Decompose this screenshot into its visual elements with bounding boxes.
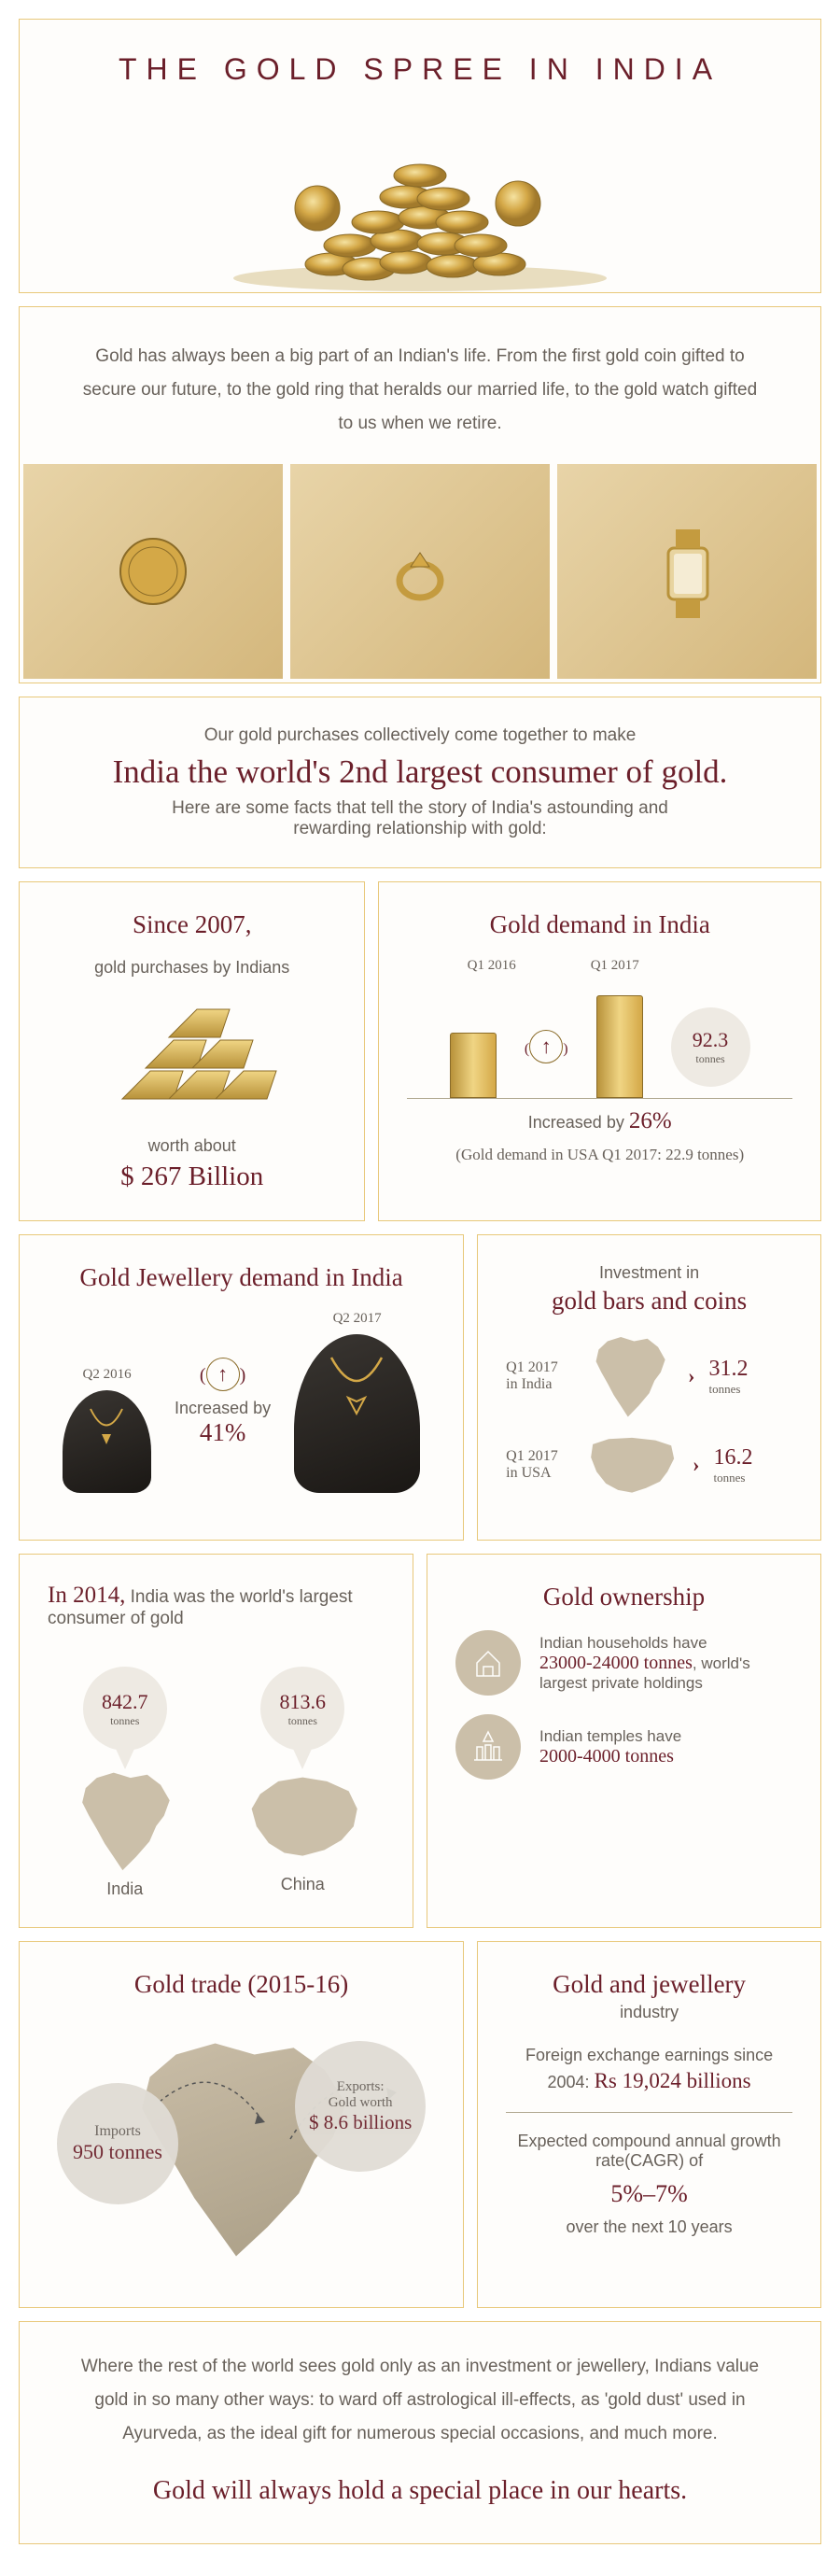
demand-bar-2 xyxy=(596,995,643,1098)
house-icon xyxy=(455,1630,521,1696)
card-ownership: Gold ownership Indian households have 23… xyxy=(427,1554,821,1928)
jewellery-increase-pre: Increased by xyxy=(175,1399,271,1418)
trade-map: Imports 950 tonnes Exports: Gold worth $… xyxy=(48,2018,435,2279)
intro-section: Gold has always been a big part of an In… xyxy=(19,306,821,683)
demand-circle-unit: tonnes xyxy=(695,1052,724,1066)
jewellery-q1-label: Q2 2016 xyxy=(63,1367,151,1383)
trade-title: Gold trade (2015-16) xyxy=(48,1970,435,1999)
industry-sub: industry xyxy=(506,2003,792,2022)
photo-ring xyxy=(290,464,550,679)
invest-pre: Investment in xyxy=(506,1263,792,1283)
since-title: Since 2007, xyxy=(48,910,336,939)
ownership-title: Gold ownership xyxy=(455,1583,792,1612)
invest-india-value: 31.2 xyxy=(708,1357,748,1382)
since-worth-label: worth about xyxy=(48,1136,336,1156)
since-value: $ 267 Billion xyxy=(48,1161,336,1192)
row-2: Gold Jewellery demand in India Q2 2016 (… xyxy=(19,1234,821,1554)
coin-pile-image xyxy=(48,106,792,292)
usa-map-icon xyxy=(585,1432,679,1498)
since-sub: gold purchases by Indians xyxy=(48,958,336,978)
closing-section: Where the rest of the world sees gold on… xyxy=(19,2321,821,2543)
demand-title: Gold demand in India xyxy=(407,910,792,939)
demand-q2-label: Q1 2017 xyxy=(591,958,639,974)
headline-post1: Here are some facts that tell the story … xyxy=(66,798,774,819)
up-arrow-icon: ↑ xyxy=(529,1030,563,1063)
invest-usa-value: 16.2 xyxy=(713,1445,752,1471)
row-1: Since 2007, gold purchases by Indians wo… xyxy=(19,881,821,1234)
chevron-right-icon: › xyxy=(688,1364,694,1388)
temple-icon xyxy=(455,1714,521,1780)
demand-q1-label: Q1 2016 xyxy=(468,958,516,974)
india-pin: 842.7 tonnes xyxy=(83,1667,167,1751)
closing-text: Where the rest of the world sees gold on… xyxy=(66,2350,774,2451)
closing-headline: Gold will always hold a special place in… xyxy=(66,2466,774,2515)
invest-row-india: Q1 2017 in India › 31.2 tonnes xyxy=(506,1334,792,1418)
card-jewellery: Gold Jewellery demand in India Q2 2016 (… xyxy=(19,1234,464,1541)
industry-title: Gold and jewellery xyxy=(506,1970,792,1999)
industry-cagr-value: 5%–7% xyxy=(506,2180,792,2208)
card-2014: In 2014, India was the world's largest c… xyxy=(19,1554,413,1928)
gold-bars-icon xyxy=(48,1001,336,1113)
jewellery-title: Gold Jewellery demand in India xyxy=(48,1263,435,1292)
row-4: Gold trade (2015-16) Imports 950 tonnes … xyxy=(19,1941,821,2321)
photo-coin xyxy=(23,464,283,679)
headline-pre: Our gold purchases collectively come tog… xyxy=(66,725,774,746)
title-section: THE GOLD SPREE IN INDIA xyxy=(19,19,821,293)
year-2014: In 2014, xyxy=(48,1583,125,1608)
headline-main: India the world's 2nd largest consumer o… xyxy=(66,753,774,791)
exports-circle: Exports: Gold worth $ 8.6 billions xyxy=(295,2041,426,2172)
infographic-container: THE GOLD SPREE IN INDIA xyxy=(0,0,840,2576)
demand-footnote: (Gold demand in USA Q1 2017: 22.9 tonnes… xyxy=(407,1146,792,1164)
ownership-temples: Indian temples have 2000-4000 tonnes xyxy=(455,1714,792,1780)
headline-post2: rewarding relationship with gold: xyxy=(66,819,774,839)
industry-fx-value: Rs 19,024 billions xyxy=(595,2069,751,2092)
india-label: India xyxy=(69,1879,181,1899)
photo-row xyxy=(20,464,820,683)
demand-bar-1 xyxy=(450,1033,497,1098)
imports-circle: Imports 950 tonnes xyxy=(57,2083,178,2204)
industry-cagr-post: over the next 10 years xyxy=(506,2217,792,2237)
divider xyxy=(506,2112,792,2113)
coins-svg xyxy=(219,115,621,292)
row-3: In 2014, India was the world's largest c… xyxy=(19,1554,821,1941)
card-gold-demand: Gold demand in India Q1 2016 Q1 2017 (↑)… xyxy=(378,881,821,1221)
up-arrow-icon: ↑ xyxy=(206,1358,240,1391)
demand-value-circle: 92.3 tonnes xyxy=(671,1007,750,1087)
ownership-households: Indian households have 23000-24000 tonne… xyxy=(455,1630,792,1696)
bust-small xyxy=(63,1390,151,1493)
demand-circle-value: 92.3 xyxy=(693,1028,729,1052)
card-since-2007: Since 2007, gold purchases by Indians wo… xyxy=(19,881,365,1221)
jewellery-increase-val: 41% xyxy=(175,1418,271,1447)
invest-title: gold bars and coins xyxy=(506,1287,792,1316)
industry-cagr-pre: Expected compound annual growth rate(CAG… xyxy=(506,2132,792,2171)
industry-fx-pre: Foreign exchange earnings since xyxy=(506,2046,792,2065)
india-map-icon xyxy=(585,1334,674,1418)
chevron-right-icon: › xyxy=(693,1453,699,1477)
intro-text: Gold has always been a big part of an In… xyxy=(20,307,820,464)
china-map-icon xyxy=(242,1769,363,1867)
china-label: China xyxy=(242,1875,363,1894)
card-investment: Investment in gold bars and coins Q1 201… xyxy=(477,1234,821,1541)
bust-large xyxy=(294,1334,420,1493)
card-trade: Gold trade (2015-16) Imports 950 tonnes … xyxy=(19,1941,464,2308)
photo-watch xyxy=(557,464,817,679)
jewellery-q2-label: Q2 2017 xyxy=(294,1311,420,1327)
india-map-icon xyxy=(69,1769,181,1872)
demand-increase: Increased by 26% xyxy=(407,1108,792,1134)
headline-section: Our gold purchases collectively come tog… xyxy=(19,697,821,868)
card-industry: Gold and jewellery industry Foreign exch… xyxy=(477,1941,821,2308)
china-pin: 813.6 tonnes xyxy=(260,1667,344,1751)
invest-row-usa: Q1 2017 in USA › 16.2 tonnes xyxy=(506,1432,792,1498)
main-title: THE GOLD SPREE IN INDIA xyxy=(48,52,792,87)
demand-bar-chart: (↑) 92.3 tonnes xyxy=(407,995,792,1099)
